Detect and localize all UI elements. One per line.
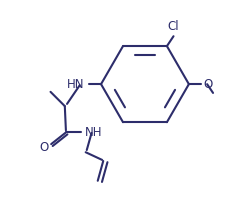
Text: HN: HN xyxy=(67,78,85,91)
Text: O: O xyxy=(39,141,48,154)
Text: NH: NH xyxy=(85,126,102,139)
Text: Cl: Cl xyxy=(168,20,179,33)
Text: O: O xyxy=(203,78,212,91)
